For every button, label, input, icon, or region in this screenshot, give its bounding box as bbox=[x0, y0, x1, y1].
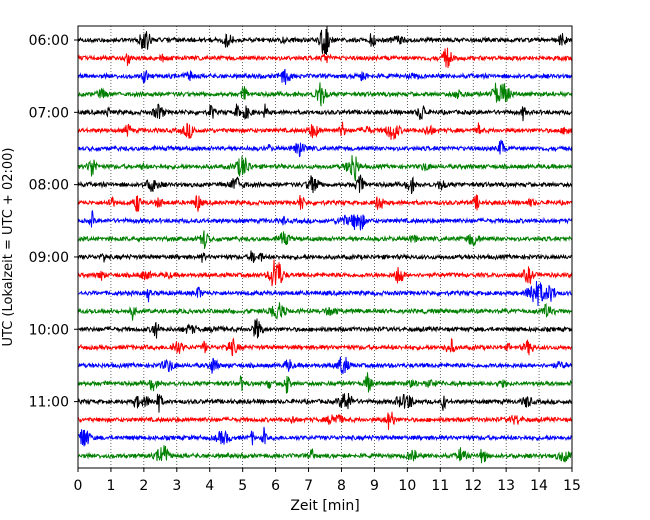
seismic-trace bbox=[77, 194, 573, 213]
seismic-trace bbox=[77, 121, 573, 141]
x-tick-label: 8 bbox=[337, 478, 346, 494]
y-axis-label: UTC (Lokalzeit = UTC + 02:00) bbox=[1, 148, 16, 347]
seismic-traces bbox=[77, 26, 573, 464]
x-tick-label: 6 bbox=[271, 478, 280, 494]
y-tick-label: 09:00 bbox=[29, 250, 69, 266]
seismic-trace bbox=[77, 155, 573, 182]
x-tick-label: 13 bbox=[497, 478, 515, 494]
y-tick-label: 11:00 bbox=[29, 395, 69, 411]
seismic-trace bbox=[77, 372, 573, 394]
x-tick-label: 4 bbox=[205, 478, 214, 494]
x-tick-label: 9 bbox=[370, 478, 379, 494]
x-tick-label: 14 bbox=[530, 478, 548, 494]
seismic-trace bbox=[77, 47, 573, 68]
seismic-trace bbox=[77, 426, 573, 447]
seismic-trace bbox=[77, 393, 573, 413]
x-tick-label: 12 bbox=[464, 478, 482, 494]
x-tick-label: 5 bbox=[238, 478, 247, 494]
y-tick-label: 08:00 bbox=[29, 178, 69, 194]
seismic-trace bbox=[77, 337, 573, 357]
seismic-trace bbox=[77, 210, 573, 231]
y-axis-ticks: 06:00 07:00 08:00 09:00 10:00 11:00 bbox=[29, 33, 78, 411]
x-tick-label: 15 bbox=[563, 478, 581, 494]
seismic-trace bbox=[77, 174, 573, 194]
x-tick-label: 2 bbox=[139, 478, 148, 494]
x-axis-label: Zeit [min] bbox=[290, 498, 359, 514]
y-tick-label: 07:00 bbox=[29, 105, 69, 121]
seismic-trace bbox=[77, 318, 573, 339]
x-tick-label: 7 bbox=[304, 478, 313, 494]
seismic-trace bbox=[77, 281, 573, 306]
plot-frame bbox=[77, 25, 573, 469]
seismic-trace bbox=[77, 250, 573, 263]
seismic-trace bbox=[77, 82, 573, 107]
seismic-trace bbox=[77, 356, 573, 375]
seismic-trace bbox=[77, 259, 573, 287]
x-tick-label: 10 bbox=[398, 478, 416, 494]
seismic-trace bbox=[77, 411, 573, 430]
x-tick-label: 0 bbox=[74, 478, 83, 494]
seismic-trace bbox=[77, 139, 573, 158]
seismic-trace bbox=[77, 445, 573, 464]
seismic-trace bbox=[77, 103, 573, 122]
y-tick-label: 06:00 bbox=[29, 33, 69, 49]
x-tick-label: 3 bbox=[172, 478, 181, 494]
x-tick-label: 1 bbox=[106, 478, 115, 494]
y-tick-label: 10:00 bbox=[29, 322, 69, 338]
seismic-trace bbox=[77, 302, 573, 321]
x-tick-label: 11 bbox=[431, 478, 449, 494]
seismic-trace bbox=[77, 230, 573, 249]
seismic-trace bbox=[77, 26, 573, 55]
seismic-trace bbox=[77, 68, 573, 85]
x-axis-ticks: 0 1 2 3 4 5 6 7 8 9 10 11 12 13 14 15 bbox=[74, 468, 581, 494]
